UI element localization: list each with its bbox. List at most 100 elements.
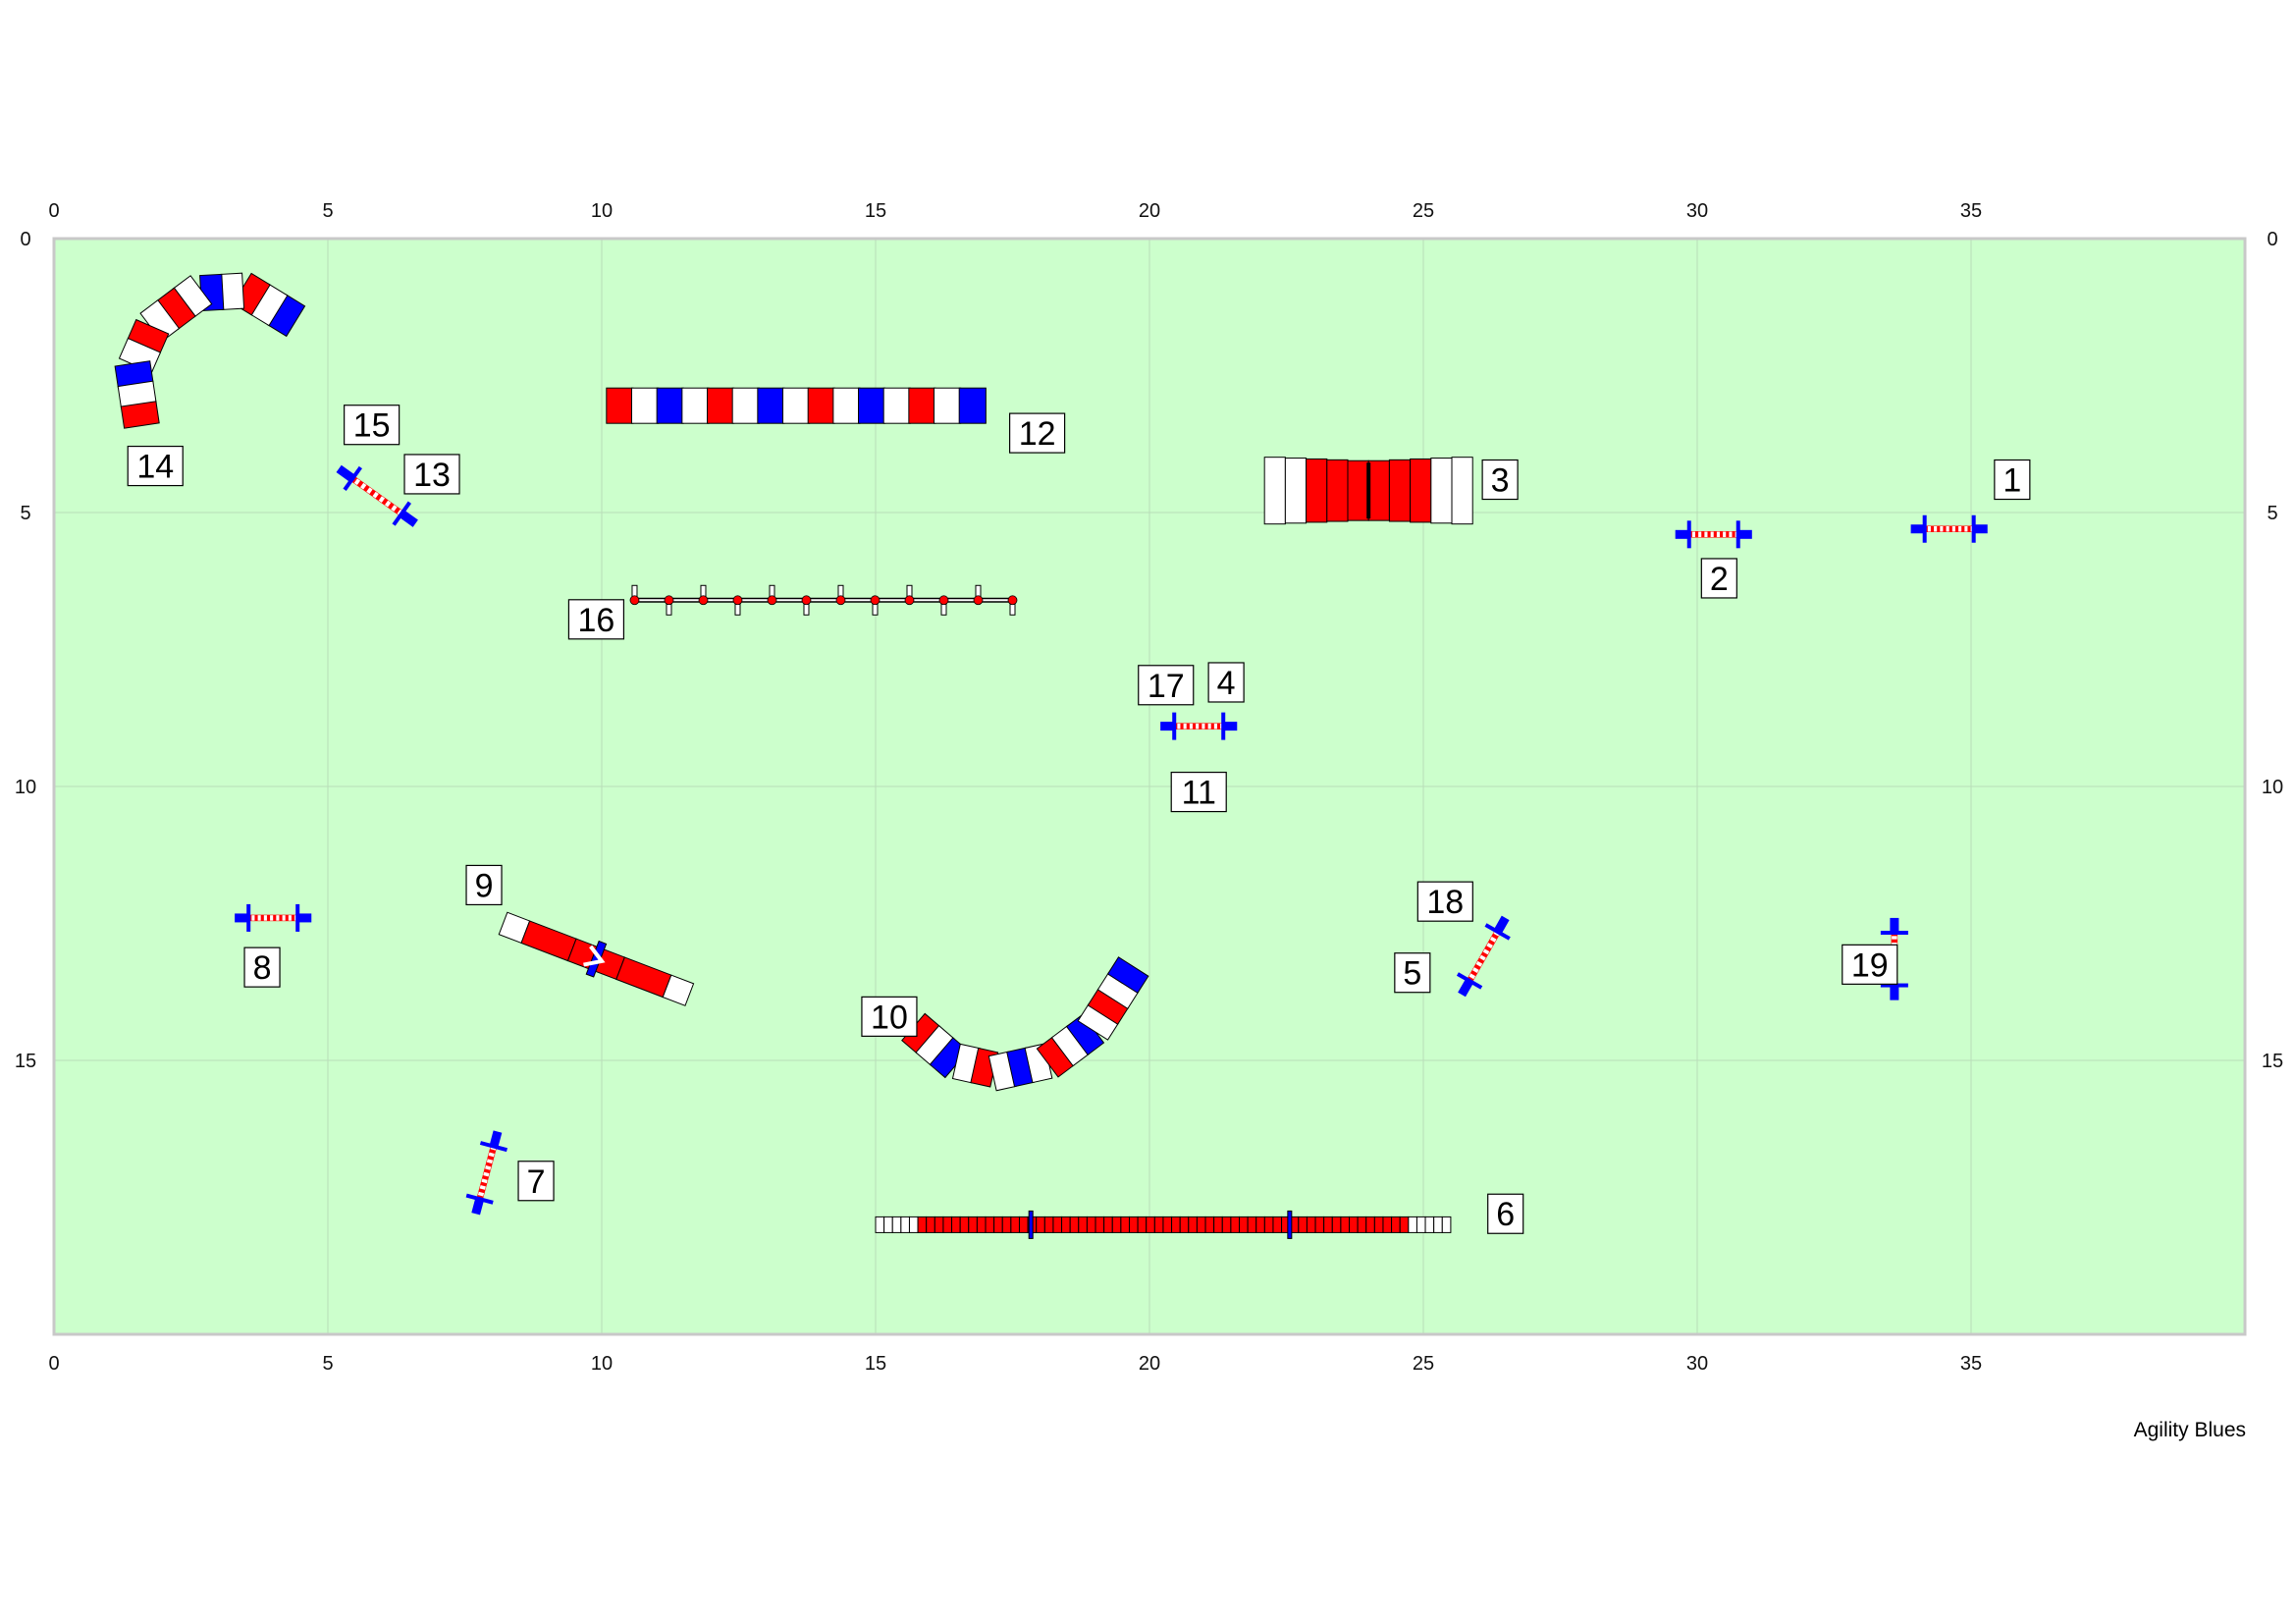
jump-upright-left — [465, 1193, 494, 1205]
sequence-number: 14 — [127, 445, 184, 487]
tunnel-segment — [934, 387, 962, 424]
number-label: 12 — [1019, 415, 1056, 453]
sequence-number: 3 — [1481, 459, 1519, 501]
number-label: 1 — [2002, 462, 2021, 500]
tunnel-segment — [731, 387, 760, 424]
tick-label-y-left: 5 — [20, 503, 30, 524]
tunnel-14 — [114, 272, 306, 429]
dogwalk-6 — [875, 1210, 1452, 1239]
jump-wing-left — [1458, 978, 1474, 998]
jump-stripe — [254, 914, 258, 921]
dogwalk-slat — [1171, 1216, 1181, 1233]
jump-stripe — [1694, 531, 1699, 538]
jump-stripe — [485, 1162, 493, 1167]
number-label: 2 — [1710, 561, 1729, 598]
number-label: 10 — [871, 999, 908, 1036]
jump-stripe — [1186, 723, 1190, 730]
jump-wing-left — [1675, 529, 1689, 539]
number-label: 4 — [1217, 665, 1236, 702]
weave-pole — [801, 595, 812, 606]
dogwalk-slat — [926, 1216, 935, 1233]
dogwalk-slat — [1357, 1216, 1367, 1233]
dogwalk-slat — [1238, 1216, 1249, 1233]
jump-stripe — [1954, 525, 1959, 532]
number-box — [1138, 665, 1195, 706]
jump-stripe — [1487, 939, 1495, 946]
weave-pole — [767, 595, 777, 606]
dogwalk-slat — [993, 1216, 1003, 1233]
dogwalk-slat — [1204, 1216, 1215, 1233]
jump-stripe — [1713, 531, 1717, 538]
jump-stripe — [480, 1181, 488, 1187]
dogwalk-slat — [1179, 1216, 1190, 1233]
number-box — [1994, 459, 2031, 501]
jump-stripe — [1961, 525, 1965, 532]
jump-stripe — [489, 1149, 496, 1155]
tick-label-x-top: 20 — [1139, 200, 1160, 222]
tick-label-y-right: 5 — [2267, 503, 2277, 524]
jump-upright-left — [1686, 520, 1691, 549]
number-box — [1416, 881, 1473, 922]
dogwalk-slat — [1323, 1216, 1333, 1233]
number-box — [243, 946, 281, 988]
tunnel-segment — [707, 387, 735, 424]
jump-wing-right — [297, 913, 312, 923]
jump-bar — [336, 464, 418, 527]
jump-upright-right — [1221, 712, 1226, 740]
dogwalk-slat — [1061, 1216, 1071, 1233]
dogwalk-slat — [1146, 1216, 1155, 1233]
tunnel-segment — [958, 387, 987, 424]
dogwalk-slat — [1188, 1216, 1198, 1233]
dogwalk-slat — [1408, 1216, 1417, 1233]
jump-wing-left — [235, 913, 249, 923]
tick-label-x-bottom: 0 — [48, 1353, 59, 1375]
tick-label-y-left: 0 — [20, 229, 30, 250]
tick-label-y-left: 15 — [15, 1051, 36, 1072]
number-box — [567, 599, 625, 640]
jump-wing-right — [399, 510, 418, 527]
jump-wing-left — [1910, 524, 1925, 534]
dogwalk-slat — [1153, 1216, 1164, 1233]
sequence-number: 1 — [1994, 459, 2031, 501]
weave-pole — [938, 595, 949, 606]
tick-label-x-bottom: 5 — [322, 1353, 333, 1375]
jump-stripe — [369, 489, 376, 497]
sequence-number: 17 — [1138, 665, 1195, 706]
dogwalk-slat — [1441, 1216, 1452, 1233]
number-box — [517, 1161, 555, 1202]
dogwalk-slat — [1001, 1216, 1012, 1233]
jump-5-18 — [1456, 915, 1511, 998]
number-label: 16 — [578, 602, 615, 639]
number-label: 13 — [413, 457, 451, 494]
tick-label-x-top: 15 — [865, 200, 886, 222]
dogwalk-slat — [908, 1216, 919, 1233]
dogwalk-slat — [1086, 1216, 1096, 1233]
dogwalk-slat — [1314, 1216, 1325, 1233]
weave-pole — [629, 595, 640, 606]
dogwalk-slat — [1010, 1216, 1020, 1233]
sequence-number: 13 — [403, 454, 460, 495]
number-label: 6 — [1496, 1196, 1515, 1233]
dogwalk-slat — [1196, 1216, 1206, 1233]
weave-16 — [629, 584, 1018, 616]
jump-stripe — [1943, 525, 1947, 532]
sequence-number: 7 — [517, 1161, 555, 1202]
jump-wing-right — [489, 1130, 503, 1148]
tick-label-x-bottom: 10 — [591, 1353, 613, 1375]
jump-stripe — [1701, 531, 1705, 538]
dogwalk-slat — [883, 1216, 893, 1233]
dogwalk-slat — [1036, 1216, 1045, 1233]
tick-label-x-top: 25 — [1413, 200, 1434, 222]
jump-bar — [1910, 514, 1988, 543]
jump-1 — [1910, 514, 1988, 543]
jump-upright-right — [1735, 520, 1740, 549]
tick-label-y-left: 10 — [15, 777, 36, 798]
sequence-number: 10 — [861, 996, 918, 1037]
jump-bar — [235, 903, 312, 932]
tunnel-segment — [656, 387, 684, 424]
dogwalk-slat — [1111, 1216, 1122, 1233]
jump-stripe — [1480, 951, 1488, 958]
jump-stripe — [1216, 723, 1221, 730]
number-label: 9 — [475, 867, 494, 904]
